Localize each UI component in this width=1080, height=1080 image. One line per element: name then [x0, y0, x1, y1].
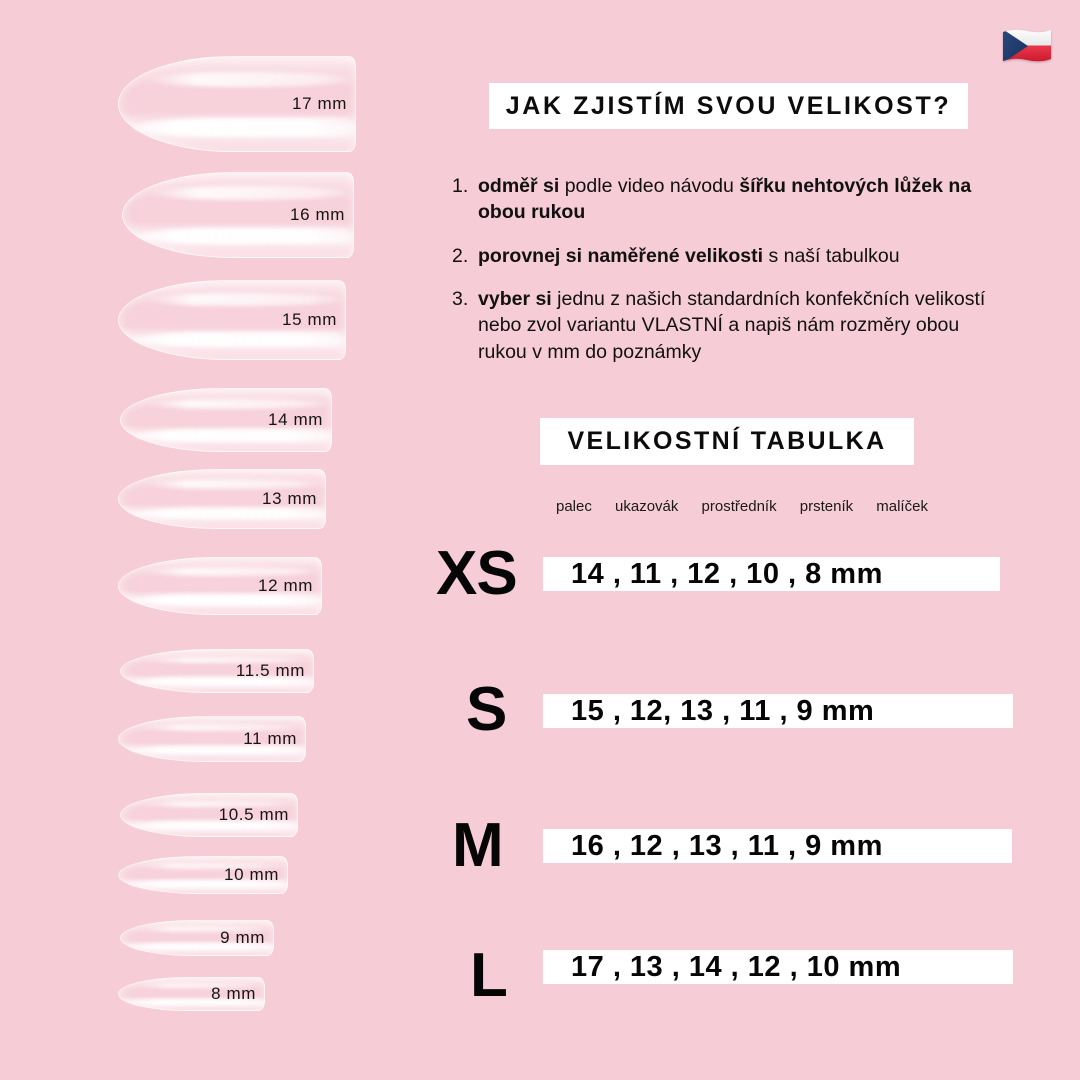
finger-label-thumb: palec	[556, 498, 592, 515]
nail-tip: 15 mm	[118, 280, 346, 360]
step-text: porovnej si naměřené velikosti s naší ta…	[478, 243, 1012, 269]
nail-tip-label: 10 mm	[224, 865, 279, 884]
step-number: 3.	[452, 287, 469, 310]
size-values: 17 , 13 , 14 , 12 , 10 mm	[571, 950, 902, 983]
nail-tip-label: 16 mm	[290, 205, 345, 224]
nail-tip: 11.5 mm	[120, 649, 314, 693]
nail-tip: 11 mm	[118, 716, 306, 762]
step-text: odměř si podle video návodu šířku nehtov…	[478, 173, 1012, 226]
nail-tip-label: 11 mm	[243, 729, 297, 748]
size-value-band: 15 , 12, 13 , 11 , 9 mm	[543, 694, 1013, 728]
nail-tip-label: 15 mm	[282, 310, 337, 329]
nail-tip-label: 13 mm	[262, 489, 317, 508]
nail-tip: 8 mm	[118, 977, 265, 1011]
headline-banner: JAK ZJISTÍM SVOU VELIKOST?	[489, 83, 968, 129]
step-text-part: porovnej si naměřené velikosti	[478, 244, 764, 267]
nail-tip-label: 14 mm	[268, 410, 323, 429]
size-values: 14 , 11 , 12 , 10 , 8 mm	[571, 557, 883, 590]
size-value-band: 14 , 11 , 12 , 10 , 8 mm	[543, 557, 1000, 591]
size-table-banner: VELIKOSTNÍ TABULKA	[540, 418, 914, 465]
size-value-band: 17 , 13 , 14 , 12 , 10 mm	[543, 950, 1013, 984]
nail-tip-label: 9 mm	[220, 928, 265, 947]
finger-label-middle: prostředník	[701, 498, 777, 515]
step-text-part: jednu z našich standardních konfekčních …	[478, 287, 986, 363]
step-text-part: podle video návodu	[559, 175, 740, 197]
size-value-band: 16 , 12 , 13 , 11 , 9 mm	[543, 829, 1012, 863]
step-number: 1.	[452, 175, 469, 197]
size-label: S	[466, 675, 507, 744]
step-text-part: vyber si	[478, 287, 552, 310]
step-number: 2.	[452, 244, 469, 267]
nail-tip: 14 mm	[120, 388, 332, 452]
nail-tip: 16 mm	[122, 172, 354, 258]
step-text-part: s naší tabulkou	[763, 244, 900, 267]
nail-tip-chart: 17 mm 16 mm 15 mm 14 mm 13 mm 12 mm 11.5…	[0, 0, 420, 1080]
nail-tip-label: 10.5 mm	[218, 805, 289, 824]
nail-tip-label: 17 mm	[292, 94, 347, 113]
nail-tip: 9 mm	[120, 920, 274, 956]
finger-label-pinky: malíček	[876, 498, 928, 515]
size-label: L	[470, 941, 508, 1010]
finger-label-row: palec ukazovák prostředník prsteník malí…	[556, 498, 928, 515]
nail-tip-label: 8 mm	[211, 984, 256, 1003]
czech-flag-icon	[1001, 28, 1053, 64]
instruction-step: 1. odměř si podle video návodu šířku neh…	[452, 173, 1012, 226]
size-label: XS	[436, 539, 518, 608]
nail-tip-label: 12 mm	[258, 576, 313, 595]
nail-tip: 13 mm	[118, 469, 326, 529]
finger-label-ring: prsteník	[799, 498, 854, 515]
page-title: JAK ZJISTÍM SVOU VELIKOST?	[505, 91, 952, 120]
nail-tip: 10.5 mm	[120, 793, 298, 837]
instruction-step: 3. vyber si jednu z našich standardních …	[452, 286, 1012, 365]
step-text-part: šířku nehtových lůžek na obou rukou	[478, 175, 972, 224]
nail-tip: 10 mm	[118, 856, 288, 894]
step-text: vyber si jednu z našich standardních kon…	[478, 286, 1012, 365]
size-table-title: VELIKOSTNÍ TABULKA	[567, 427, 887, 455]
nail-tip: 12 mm	[118, 557, 322, 615]
size-values: 15 , 12, 13 , 11 , 9 mm	[571, 694, 875, 727]
nail-tip-label: 11.5 mm	[235, 661, 305, 680]
nail-tip: 17 mm	[118, 56, 356, 152]
size-values: 16 , 12 , 13 , 11 , 9 mm	[571, 829, 883, 862]
instruction-list: 1. odměř si podle video návodu šířku neh…	[452, 173, 1012, 382]
size-label: M	[452, 811, 504, 880]
instruction-step: 2. porovnej si naměřené velikosti s naší…	[452, 243, 1012, 269]
finger-label-index: ukazovák	[615, 498, 679, 515]
step-text-part: odměř si	[478, 175, 560, 197]
